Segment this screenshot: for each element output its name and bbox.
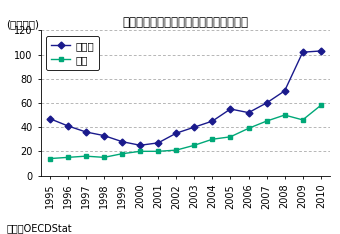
Text: (百万ドル): (百万ドル) <box>6 19 39 29</box>
ドイツ <box>120 140 124 143</box>
ドイツ <box>319 50 323 52</box>
ドイツ <box>48 117 52 120</box>
日本 <box>120 152 124 155</box>
ドイツ <box>228 108 233 110</box>
ドイツ <box>174 132 178 135</box>
ドイツ <box>246 111 251 114</box>
ドイツ <box>66 124 70 127</box>
Line: ドイツ: ドイツ <box>47 48 323 148</box>
日本 <box>228 135 233 138</box>
日本 <box>283 114 287 117</box>
日本 <box>246 127 251 130</box>
日本 <box>174 149 178 152</box>
ドイツ <box>84 131 88 133</box>
ドイツ <box>283 89 287 92</box>
Title: 出願特許１件当たりのロイヤリティ収入: 出願特許１件当たりのロイヤリティ収入 <box>122 16 248 29</box>
日本 <box>319 104 323 107</box>
日本 <box>156 150 160 153</box>
日本 <box>192 144 197 147</box>
ドイツ <box>102 134 106 137</box>
日本 <box>210 138 215 141</box>
日本 <box>301 118 305 121</box>
日本 <box>102 156 106 159</box>
Text: 資料：OECDStat: 資料：OECDStat <box>7 223 72 233</box>
Line: 日本: 日本 <box>47 103 323 161</box>
ドイツ <box>138 144 142 147</box>
日本 <box>66 156 70 159</box>
日本 <box>84 155 88 157</box>
日本 <box>48 157 52 160</box>
ドイツ <box>192 126 197 128</box>
ドイツ <box>156 141 160 144</box>
日本 <box>265 120 269 123</box>
日本 <box>138 150 142 153</box>
ドイツ <box>301 51 305 54</box>
ドイツ <box>265 102 269 104</box>
Legend: ドイツ, 日本: ドイツ, 日本 <box>46 36 99 70</box>
ドイツ <box>210 120 215 123</box>
